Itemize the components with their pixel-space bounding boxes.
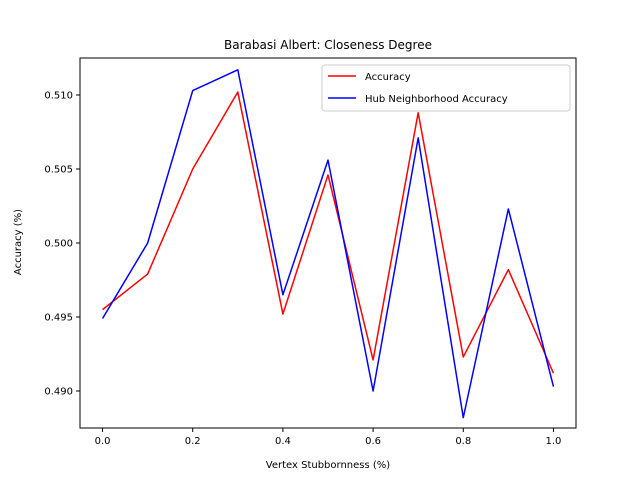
y-tick-label: 0.505 — [44, 165, 73, 176]
y-tick-label: 0.495 — [44, 313, 73, 324]
legend-label: Accuracy — [365, 72, 411, 83]
x-tick-label: 0.2 — [185, 436, 201, 447]
chart-title: Barabasi Albert: Closeness Degree — [224, 38, 432, 52]
y-tick-label: 0.510 — [44, 91, 73, 102]
y-axis: 0.490 0.495 0.500 0.505 0.510 — [44, 91, 80, 398]
plot-area — [101, 69, 555, 419]
legend-box — [321, 64, 571, 112]
series-line-hub-neighborhood-accuracy — [101, 69, 555, 419]
x-tick-label: 0.8 — [455, 436, 471, 447]
x-tick-label: 1.0 — [546, 436, 562, 447]
y-axis-title: Accuracy (%) — [13, 209, 24, 275]
y-tick-label: 0.500 — [44, 239, 73, 250]
legend-label: Hub Neighborhood Accuracy — [365, 94, 508, 105]
plot-frame — [79, 57, 577, 429]
series-line-accuracy — [102, 91, 555, 374]
x-axis: 0.0 0.2 0.4 0.6 0.8 1.0 — [95, 428, 562, 447]
legend: Accuracy Hub Neighborhood Accuracy — [321, 64, 571, 112]
x-tick-label: 0.4 — [275, 436, 291, 447]
y-tick-label: 0.490 — [44, 387, 73, 398]
x-tick-label: 0.0 — [95, 436, 111, 447]
x-axis-title: Vertex Stubbornness (%) — [266, 460, 391, 471]
x-tick-label: 0.6 — [365, 436, 381, 447]
